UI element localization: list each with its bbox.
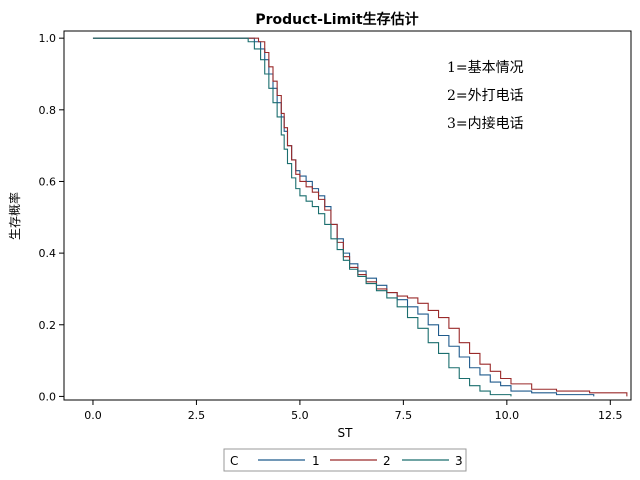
annotation-3: 3=内接电话 bbox=[447, 115, 524, 132]
x-axis-label: ST bbox=[338, 426, 354, 440]
x-tick-label: 10.0 bbox=[495, 409, 520, 422]
y-tick-label: 0.0 bbox=[39, 390, 57, 403]
legend-label-1: 1 bbox=[312, 454, 320, 468]
x-tick-label: 5.0 bbox=[291, 409, 309, 422]
x-tick-label: 2.5 bbox=[188, 409, 206, 422]
y-tick-label: 0.6 bbox=[39, 175, 57, 188]
legend-title: C bbox=[230, 454, 238, 468]
plot-frame bbox=[63, 30, 632, 401]
x-tick-label: 12.5 bbox=[598, 409, 623, 422]
legend: C 1 2 3 bbox=[223, 448, 467, 472]
survival-curves bbox=[92, 37, 628, 397]
y-tick-label: 0.4 bbox=[39, 247, 57, 260]
legend-label-3: 3 bbox=[455, 454, 463, 468]
y-tick-label: 1.0 bbox=[39, 32, 57, 45]
annotation-1: 1=基本情况 bbox=[447, 59, 524, 76]
series-line-3 bbox=[92, 37, 512, 397]
x-axis-ticks: 0.0 2.5 5.0 7.5 10.0 12.5 bbox=[84, 400, 623, 422]
y-tick-label: 0.2 bbox=[39, 319, 57, 332]
x-tick-label: 0.0 bbox=[84, 409, 102, 422]
legend-label-2: 2 bbox=[383, 454, 391, 468]
x-tick-label: 7.5 bbox=[395, 409, 413, 422]
y-tick-label: 0.8 bbox=[39, 104, 57, 117]
series-line-2 bbox=[92, 37, 628, 397]
chart-title: Product-Limit生存估计 bbox=[255, 11, 418, 28]
y-axis-label: 生存概率 bbox=[7, 192, 22, 240]
annotation-2: 2=外打电话 bbox=[447, 87, 524, 104]
y-axis-ticks: 0.0 0.2 0.4 0.6 0.8 1.0 bbox=[39, 32, 64, 403]
